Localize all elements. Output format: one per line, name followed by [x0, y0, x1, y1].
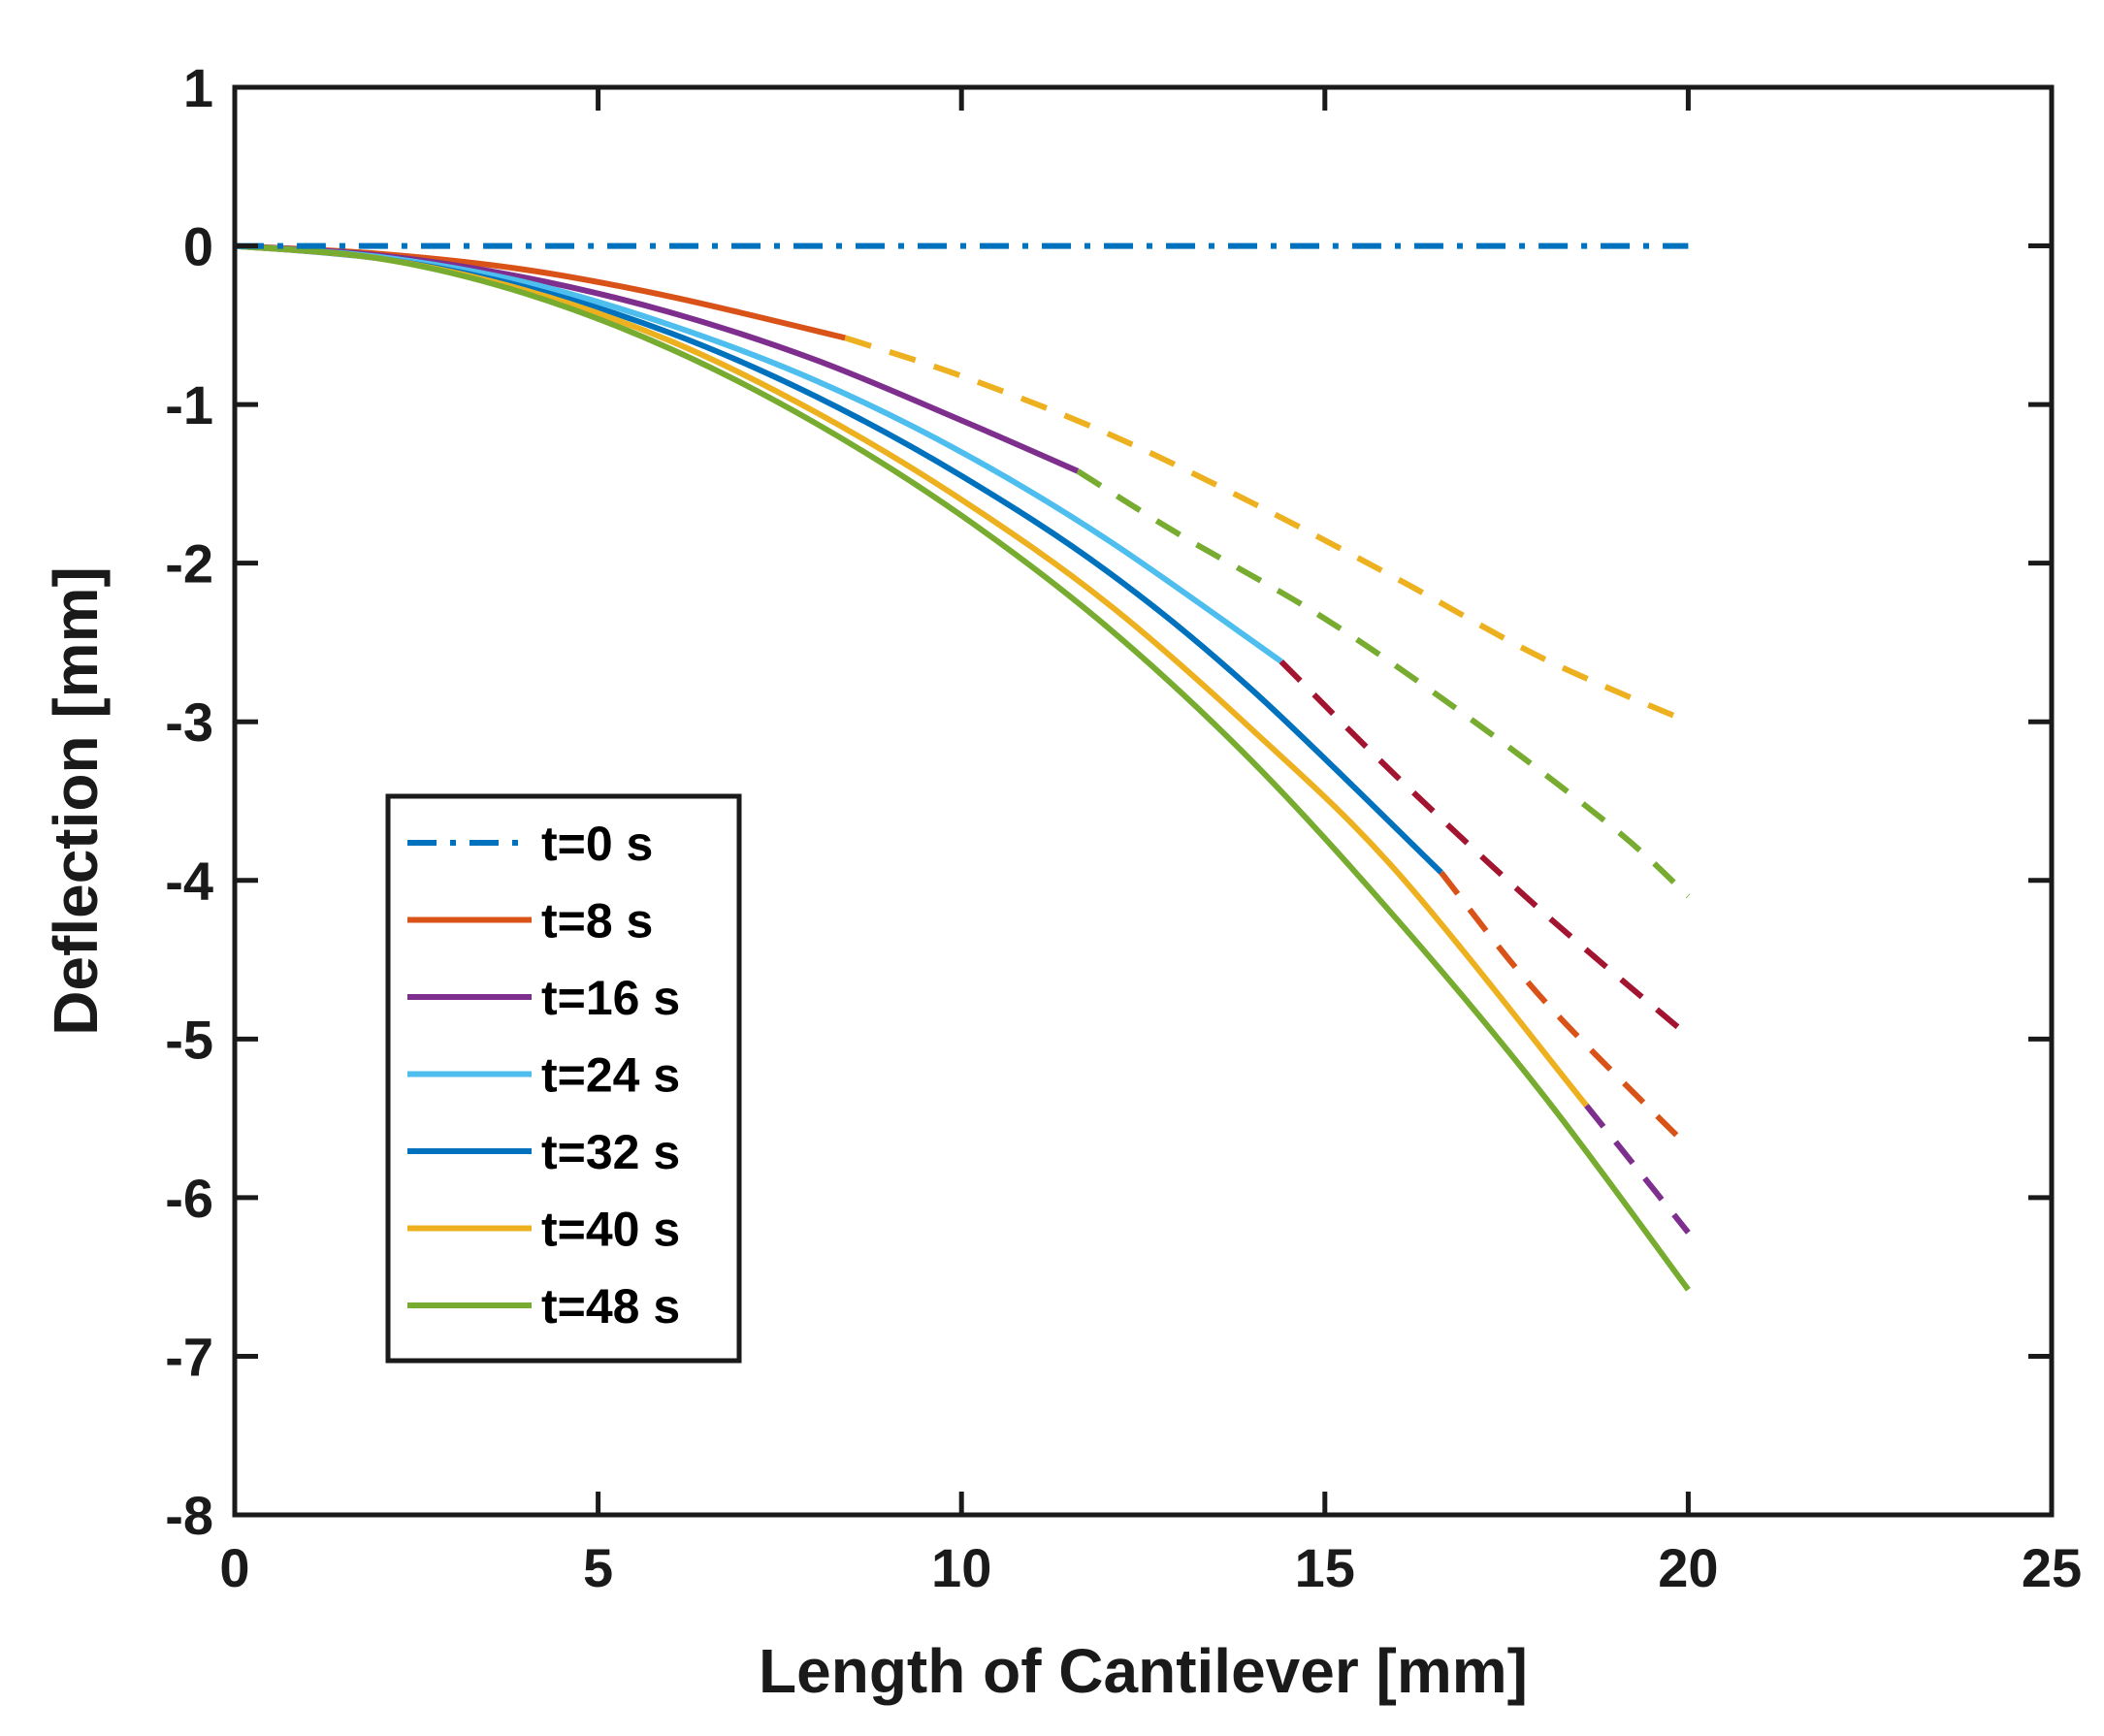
y-axis-label: Deflection [mm]: [41, 566, 111, 1036]
series-line-t-24-s: [234, 242, 1283, 664]
y-tick-label: -4: [165, 851, 213, 912]
y-tick-label: 1: [183, 57, 213, 118]
y-tick-label: -5: [165, 1009, 213, 1070]
y-tick-label: -1: [165, 374, 213, 435]
legend-label: t=16 s: [541, 971, 680, 1025]
series-line-t-32-s: [234, 242, 1443, 875]
y-tick-label: 0: [183, 216, 213, 277]
legend-box: [385, 793, 742, 1364]
legend-label: t=0 s: [541, 817, 653, 871]
series-continuation-t-16-s: [1076, 468, 1691, 899]
legend-label: t=40 s: [541, 1203, 680, 1257]
series-continuation-t-8-s: [844, 335, 1690, 724]
y-tick-label: -7: [165, 1326, 213, 1387]
series-continuation-t-40-s: [1584, 1104, 1691, 1235]
y-tick-label: -3: [165, 691, 213, 753]
x-tick-label: 0: [219, 1537, 249, 1598]
series-line-t-16-s: [234, 242, 1080, 474]
y-tick-label: -2: [165, 533, 213, 595]
x-tick-label: 5: [583, 1537, 613, 1598]
y-tick-label: -6: [165, 1168, 213, 1229]
x-axis-label: Length of Cantilever [mm]: [759, 1636, 1528, 1706]
legend: t=0 s t=8 s t=16 s t=24 s t=32 s t=40 s t=48 s: [385, 793, 742, 1364]
x-tick-label: 20: [1658, 1537, 1718, 1598]
x-tick-label: 25: [2022, 1537, 2082, 1598]
axes-box: [232, 84, 2055, 1518]
x-tick-label: 10: [931, 1537, 991, 1598]
series-layer: [234, 242, 1691, 1292]
legend-label: t=24 s: [541, 1048, 680, 1103]
series-continuation-t-24-s: [1279, 659, 1691, 1039]
legend-label: t=32 s: [541, 1125, 680, 1179]
x-tick-label: 15: [1295, 1537, 1355, 1598]
legend-label: t=48 s: [541, 1279, 680, 1334]
y-tick-label: -8: [165, 1485, 213, 1546]
legend-label: t=8 s: [541, 894, 653, 948]
series-continuation-t-32-s: [1439, 870, 1691, 1149]
series-line-t-48-s: [234, 242, 1691, 1292]
